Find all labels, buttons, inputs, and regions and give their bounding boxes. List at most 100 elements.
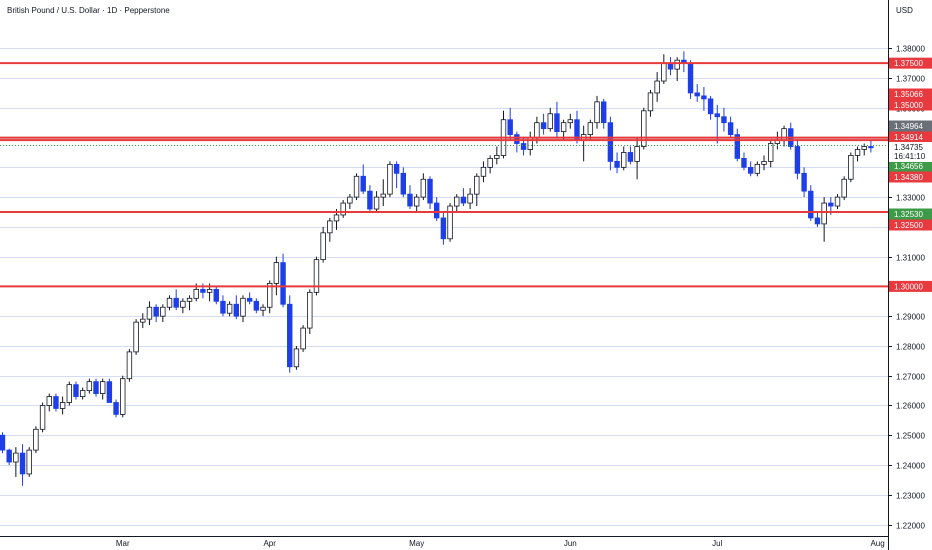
- candle-body: [273, 262, 280, 284]
- price-tag-label: 1.32530: [894, 210, 923, 219]
- candle: [373, 191, 380, 212]
- grid-lines: [0, 48, 888, 526]
- current-price-box: [889, 142, 932, 162]
- price-tag-box: [889, 208, 932, 220]
- candle: [100, 378, 106, 400]
- candle: [614, 152, 620, 174]
- price-tag-box: [889, 120, 932, 132]
- candle: [86, 378, 93, 394]
- candle: [53, 393, 59, 412]
- candle: [440, 211, 447, 245]
- candle: [747, 161, 754, 177]
- candle-body: [307, 291, 313, 329]
- candle-body: [260, 306, 266, 311]
- time-tick-label: May: [409, 539, 424, 548]
- candle-body: [73, 384, 79, 397]
- candle-body: [79, 390, 86, 397]
- candle: [73, 381, 79, 400]
- candle: [641, 107, 647, 150]
- candle: [79, 387, 86, 400]
- candle-body: [647, 92, 654, 112]
- candle: [260, 304, 266, 317]
- candle: [794, 140, 801, 180]
- candle: [694, 83, 700, 102]
- candle-body: [407, 193, 413, 207]
- candle: [741, 152, 747, 171]
- candle-body: [707, 98, 714, 115]
- candle-body: [734, 134, 740, 159]
- candle: [627, 146, 634, 165]
- candle: [467, 188, 473, 210]
- candle: [287, 295, 293, 373]
- candle-body: [153, 306, 159, 317]
- candle: [814, 211, 821, 227]
- candle-body: [634, 146, 640, 162]
- candle: [173, 289, 179, 311]
- price-tick-label: 1.27000: [896, 373, 925, 382]
- candle: [186, 295, 193, 311]
- time-tick-label: Jun: [564, 539, 577, 548]
- candle: [33, 426, 39, 454]
- candle: [654, 72, 660, 102]
- price-tick-label: 1.22000: [896, 522, 925, 531]
- price-tag-label: 1.34914: [894, 133, 923, 142]
- candle: [727, 116, 734, 138]
- price-tag-label: 1.34380: [894, 173, 923, 182]
- candle: [674, 57, 680, 82]
- candle-body: [814, 217, 821, 225]
- candle-body: [494, 155, 500, 159]
- candle: [140, 313, 146, 329]
- candle-body: [560, 122, 567, 133]
- candle-body: [674, 59, 680, 70]
- candle: [133, 319, 139, 355]
- candle: [146, 301, 153, 326]
- candle-body: [507, 119, 513, 135]
- candle-body: [487, 158, 493, 168]
- candle-body: [186, 297, 193, 302]
- candle: [367, 185, 373, 212]
- candle: [153, 304, 159, 323]
- candle-body: [266, 283, 273, 308]
- time-axis[interactable]: Mar Apr May Jun Jul Aug: [0, 536, 888, 549]
- candle-body: [120, 378, 126, 415]
- candle-body: [861, 146, 867, 150]
- candle: [454, 194, 460, 212]
- candle-body: [413, 196, 420, 207]
- candle: [226, 301, 233, 317]
- candle-body: [367, 190, 373, 210]
- candle-body: [180, 300, 186, 308]
- candle: [420, 173, 427, 201]
- candle-body: [801, 172, 807, 192]
- candle: [387, 161, 393, 198]
- candle-body: [233, 303, 239, 317]
- candle: [621, 146, 627, 171]
- price-tag-label: 1.37500: [894, 59, 923, 68]
- candle-body: [59, 402, 66, 409]
- candle-body: [433, 202, 440, 219]
- candle: [761, 155, 767, 171]
- candle-body: [93, 381, 99, 394]
- candle-body: [540, 122, 547, 130]
- candle: [347, 194, 353, 210]
- time-tick-label: Aug: [870, 539, 884, 548]
- candle-body: [440, 217, 447, 240]
- candle: [313, 256, 320, 296]
- price-tag-label: 1.35066: [894, 90, 923, 99]
- price-tick-label: 1.37000: [896, 75, 925, 84]
- candle-body: [761, 160, 767, 165]
- candle-body: [293, 348, 300, 368]
- candle-body: [554, 113, 560, 133]
- candle: [507, 107, 513, 141]
- candle: [273, 256, 280, 296]
- price-tag-box: [889, 219, 932, 231]
- candle-body: [253, 300, 260, 311]
- candle: [320, 226, 326, 263]
- price-tag-box: [889, 99, 932, 111]
- candle: [213, 286, 219, 305]
- candle: [39, 402, 46, 433]
- price-tick-label: 1.25000: [896, 432, 925, 441]
- price-tick-label: 1.26000: [896, 402, 925, 411]
- candle: [607, 116, 614, 171]
- price-tag: 1.32530: [889, 208, 932, 220]
